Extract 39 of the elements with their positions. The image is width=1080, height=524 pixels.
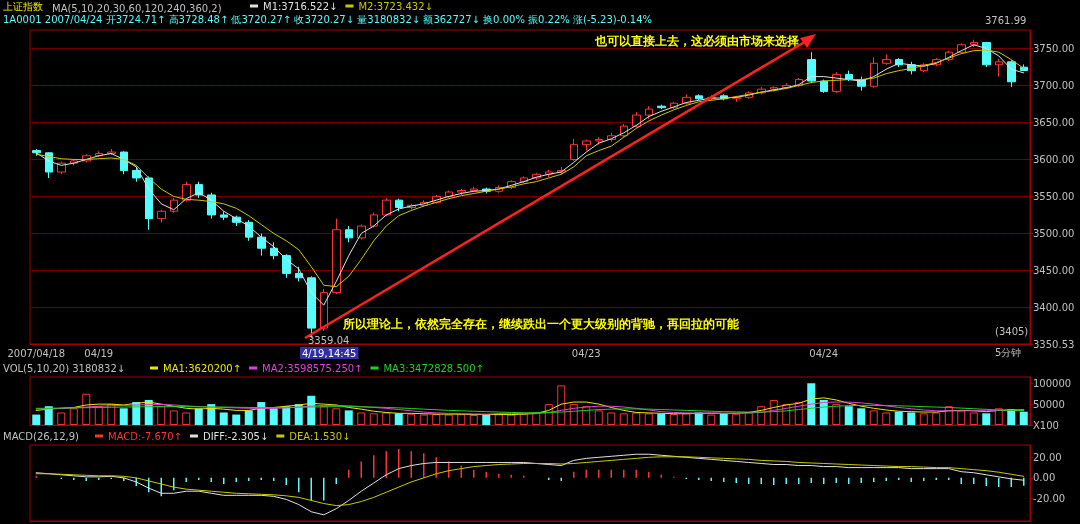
- y-tick-label: 0.00: [1033, 472, 1056, 484]
- y-tick-label: 100000: [1033, 377, 1072, 389]
- y-tick-label: -20.00: [1033, 492, 1066, 504]
- legend-label: M2:3723.432↓: [358, 0, 433, 12]
- legend-label: MA2:3598575.250↑: [262, 362, 363, 374]
- x-tick-label: 2007/04/18: [7, 347, 66, 359]
- y-tick-label: 3650.00: [1033, 116, 1075, 128]
- legend-label: MA1:3620200↑: [163, 362, 242, 374]
- chart-title: 上证指数: [3, 0, 43, 12]
- legend-label: DEA:1.530↓: [289, 430, 351, 442]
- y-tick-label: 3750.00: [1033, 42, 1075, 54]
- text: 3761.99: [985, 14, 1027, 26]
- chart-subtitle: 1A0001 2007/04/24 开3724.71↑ 高3728.48↑ 低3720.27↑ 收3720.27↓ 量3180832↓ 额362727↓ 换0.00% 振0.22% 涨(-5.23)-0.14%: [3, 13, 653, 25]
- chart-title: VOL(5,10,20) 3180832↓: [3, 362, 126, 374]
- text: MA(5,10,20,30,60,120,240,360,2): [52, 2, 222, 14]
- legend-label: DIFF:-2.305↓: [202, 430, 269, 442]
- y-tick-label: X100: [1033, 419, 1059, 431]
- y-tick-label: 3550.00: [1033, 190, 1075, 202]
- y-tick-label: 3700.00: [1033, 79, 1075, 91]
- legend-label: MACD:-7.670↑: [108, 430, 182, 442]
- annotation: 3359.04: [308, 334, 350, 346]
- annotation: 所以理论上，依然完全存在，继续跌出一个更大级别的背驰，再回拉的可能: [342, 317, 740, 331]
- x-tick-label: 04/23: [571, 347, 601, 359]
- y-tick-label: 3600.00: [1033, 153, 1075, 165]
- annotation: (3405): [995, 325, 1029, 337]
- text: 5分钟: [995, 346, 1022, 358]
- y-tick-label: 3400.00: [1033, 301, 1075, 313]
- y-tick-label: 3350.53: [1033, 338, 1075, 350]
- text: 4/19,14:45: [302, 347, 357, 359]
- legend-label: MA3:3472828.500↑: [383, 362, 484, 374]
- x-tick-label: 04/24: [809, 347, 839, 359]
- y-tick-label: 20.00: [1033, 451, 1062, 463]
- legend-label: M1:3716.522↓: [263, 0, 338, 12]
- annotation: 也可以直接上去，这必须由市场来选择: [594, 34, 799, 48]
- x-tick-label: 04/19: [84, 347, 114, 359]
- y-tick-label: 50000: [1033, 398, 1065, 410]
- y-tick-label: 3450.00: [1033, 264, 1075, 276]
- y-tick-label: 3500.00: [1033, 227, 1075, 239]
- chart-title: MACD(26,12,9): [3, 430, 80, 442]
